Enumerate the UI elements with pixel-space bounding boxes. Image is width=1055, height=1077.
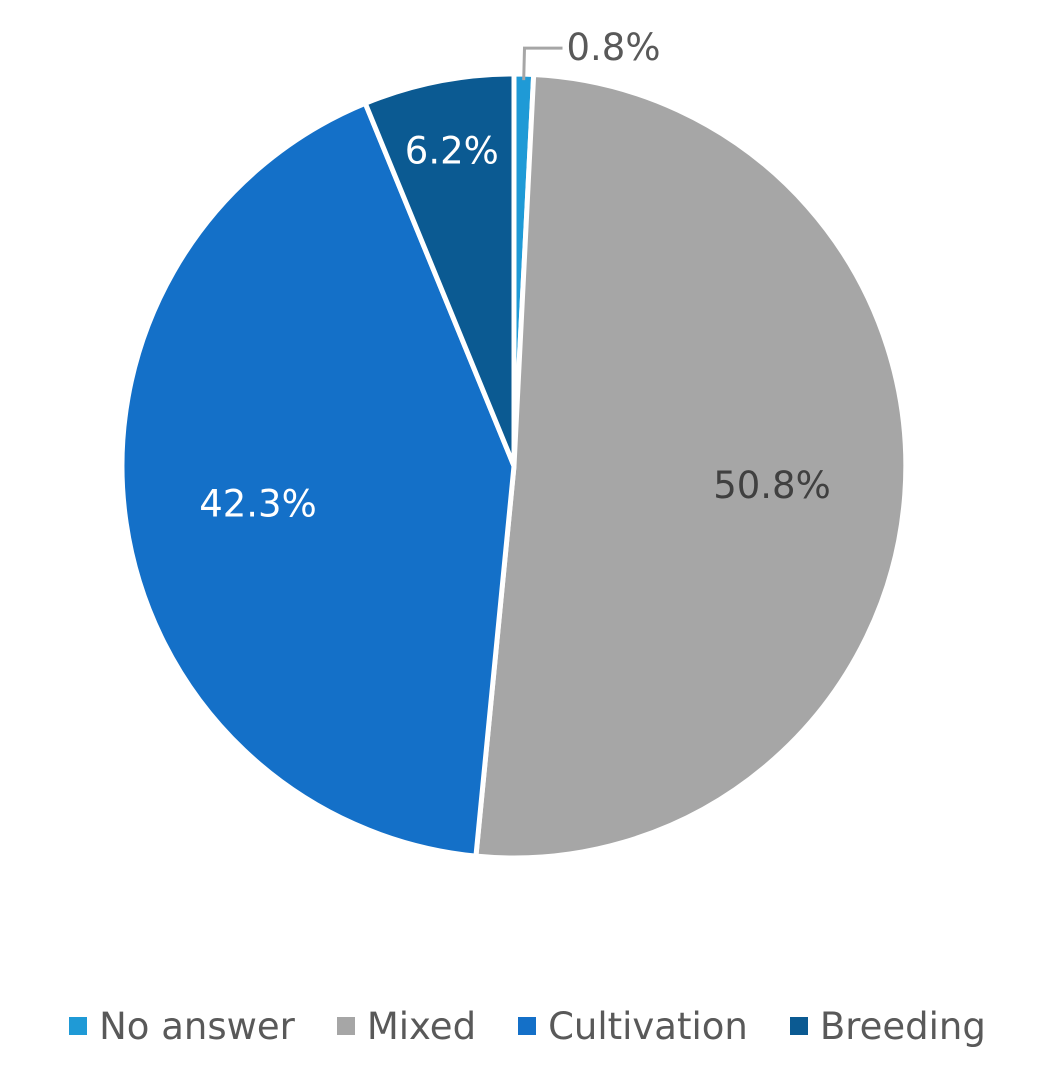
legend-label-cultivation: Cultivation xyxy=(548,1004,748,1048)
legend-label-breeding: Breeding xyxy=(819,1004,986,1048)
pie-slice-cultivation xyxy=(119,100,517,859)
legend-swatch-mixed xyxy=(336,1017,355,1035)
pie-slice-breeding xyxy=(362,71,517,469)
data-label-breeding: 6.2% xyxy=(405,130,499,173)
chart-legend: No answer Mixed Cultivation Breeding xyxy=(0,998,1055,1054)
data-label-mixed: 50.8% xyxy=(713,464,831,507)
legend-item-cultivation: Cultivation xyxy=(518,1005,748,1048)
legend-item-breeding: Breeding xyxy=(789,1004,986,1048)
legend-swatch-no-answer xyxy=(69,1017,88,1035)
leader-line-no-answer xyxy=(522,46,563,81)
data-label-no-answer: 0.8% xyxy=(567,26,661,69)
legend-item-mixed: Mixed xyxy=(336,1004,477,1048)
legend-swatch-cultivation xyxy=(518,1017,537,1035)
data-label-cultivation: 42.3% xyxy=(199,483,317,526)
pie-slice-mixed xyxy=(473,71,909,861)
legend-item-no-answer: No answer xyxy=(69,1005,295,1048)
legend-label-no-answer: No answer xyxy=(99,1004,295,1048)
legend-swatch-breeding xyxy=(789,1017,808,1035)
legend-label-mixed: Mixed xyxy=(366,1004,477,1048)
